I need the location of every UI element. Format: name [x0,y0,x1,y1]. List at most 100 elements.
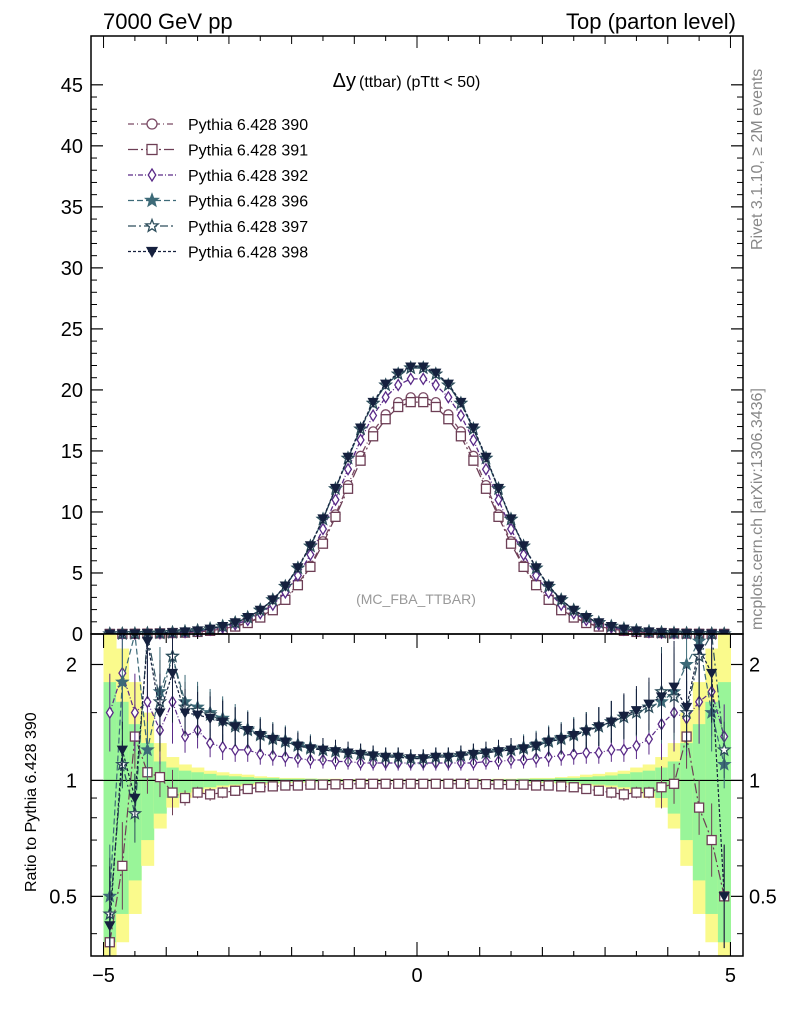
ratio-point [380,778,391,789]
data-point [605,622,617,633]
data-point [380,414,391,425]
header-right: Top (parton level) [566,9,736,34]
ratio-point [530,780,542,791]
legend-label: Pythia 6.428 391 [188,143,308,160]
ratio-point [268,748,277,763]
ratio-point [355,778,366,789]
ratio-point [594,746,603,760]
ratio-point [304,744,317,755]
legend-item: Pythia 6.428 390 [128,117,308,134]
ratio-point [668,778,680,789]
legend-marker [146,118,158,130]
data-point [204,624,216,635]
data-point [191,626,204,637]
data-point [480,483,492,494]
ratio-point [292,780,304,791]
ratio-point [354,749,367,760]
ratio-point [543,780,554,791]
ratio-point [192,787,203,798]
data-point [406,372,415,386]
ratio-point [393,778,404,789]
ratio-point [166,668,179,679]
ratio-point [643,699,655,710]
ratio-y-tick-label-right: 2 [749,654,760,676]
ratio-point [218,740,227,754]
ratio-point [619,743,629,757]
ratio-point [104,921,116,932]
ratio-point [668,682,680,693]
ratio-point [493,779,504,790]
ratio-point [280,780,291,791]
ratio-point [543,737,555,748]
legend-marker [147,167,157,183]
ratio-point [367,751,379,762]
y-tick-label: 0 [72,624,83,646]
ratio-point [430,752,442,763]
ratio-point [632,739,641,753]
data-point [443,414,454,425]
data-point [493,511,504,522]
ratio-point [607,743,616,757]
legend-marker [144,192,160,208]
data-point [480,452,492,463]
ratio-point [242,725,254,737]
data-point [593,618,605,629]
y-tick-label: 45 [61,75,83,97]
legend-marker [144,217,160,233]
ratio-y-tick-label-right: 1 [749,770,760,792]
ratio-point [305,779,316,790]
data-point [506,522,516,536]
ratio-point [505,745,517,756]
ratio-point [154,771,166,783]
ratio-point [204,789,216,800]
ratio-series-6 [104,634,730,956]
series-line [109,396,725,635]
ratio-point [130,705,140,720]
ratio-y-tick-label: 1 [66,770,77,792]
ratio-series-3 [105,634,729,771]
band-inner [642,770,656,793]
ratio-point [417,754,429,765]
ratio-point [430,778,441,789]
ratio-point [115,674,130,689]
data-point [318,522,328,536]
band-inner [680,743,694,841]
data-point [469,433,478,447]
ratio-point [204,714,216,725]
data-point [494,493,503,507]
ratio-point [644,732,654,746]
y-tick-label: 15 [61,441,83,463]
ratio-point [231,743,240,757]
ratio-point [517,744,530,755]
ratio-y-tick-label: 0.5 [49,886,77,908]
ratio-point [317,745,329,756]
ratio-series-line [109,736,725,943]
ratio-point [342,778,354,790]
ratio-point [342,748,354,759]
ratio-point [205,736,215,750]
ratio-series [102,632,732,956]
ratio-point [179,708,191,719]
header-left: 7000 GeV pp [103,9,233,34]
data-point [393,401,404,413]
ratio-point [418,778,429,789]
data-point [430,368,442,379]
x-tick-label: −5 [92,965,115,987]
data-point [367,431,379,442]
ratio-point [631,787,642,798]
ratio-y-tick-label: 2 [66,654,77,676]
data-point [342,483,354,494]
ratio-point [143,695,152,709]
ratio-point [380,752,392,763]
data-point [468,455,479,466]
data-point [368,408,378,423]
data-point [166,628,179,639]
y-tick-label: 5 [72,563,83,585]
ratio-point [242,783,253,795]
ratio-point [569,747,578,761]
data-point [519,548,528,562]
data-point [543,581,555,592]
ratio-point [693,802,705,813]
ratio-point [129,793,141,804]
